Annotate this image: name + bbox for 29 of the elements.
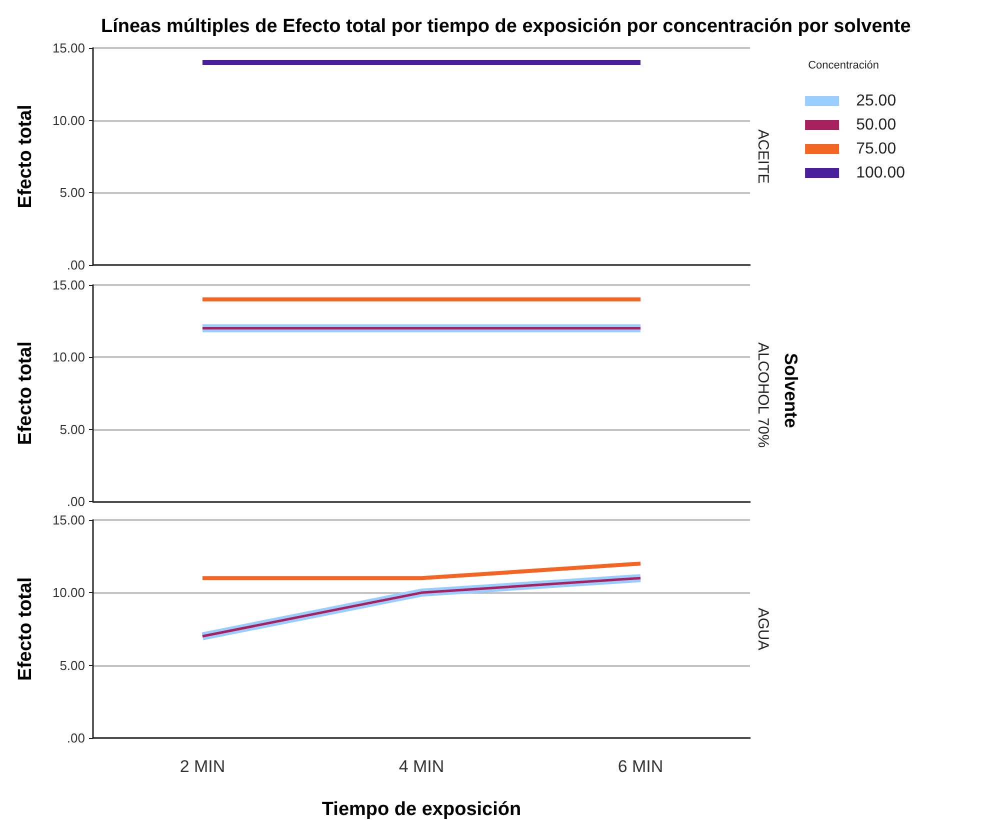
x-axis-title: Tiempo de exposición (322, 799, 522, 820)
y2-axis-title: ALCOHOL 70% (754, 342, 772, 448)
y2-axis-title: AGUA (754, 608, 772, 650)
y-axis-title: Efecto total (15, 342, 36, 445)
y-axis-title: Efecto total (15, 104, 36, 208)
y-tick-label: 15.00 (52, 40, 85, 56)
legend-title: Concentración (808, 60, 880, 72)
y-tick-label: 15.00 (52, 512, 85, 528)
y-tick-label: 10.00 (52, 585, 85, 600)
chart-title: Líneas múltiples de Efecto total por tiempo de exposición por concentración por solvente (101, 16, 911, 37)
legend-label: 100.00 (856, 164, 906, 182)
y-tick-label: 5.00 (60, 658, 85, 673)
y-tick-label: 5.00 (60, 185, 85, 200)
y-tick-label: .00 (66, 258, 85, 272)
x-tick-label: 6 MIN (618, 757, 664, 776)
x-tick-label: 4 MIN (398, 757, 444, 776)
x-tick-label: 2 MIN (180, 757, 226, 776)
text: Solvente (781, 352, 801, 428)
legend-label: 50.00 (856, 116, 896, 134)
y2-axis-title: ACEITE (754, 129, 772, 184)
y-tick-label: 10.00 (52, 112, 85, 128)
y-tick-label: 5.00 (60, 422, 85, 437)
y-tick-label: .00 (66, 730, 85, 746)
y-tick-label: .00 (66, 494, 85, 509)
legend-label: 75.00 (856, 140, 896, 158)
y-tick-label: 10.00 (52, 350, 85, 365)
y-axis-title: Efecto total (15, 577, 36, 681)
y-tick-label: 15.00 (52, 278, 85, 292)
legend-label: 25.00 (856, 92, 896, 110)
